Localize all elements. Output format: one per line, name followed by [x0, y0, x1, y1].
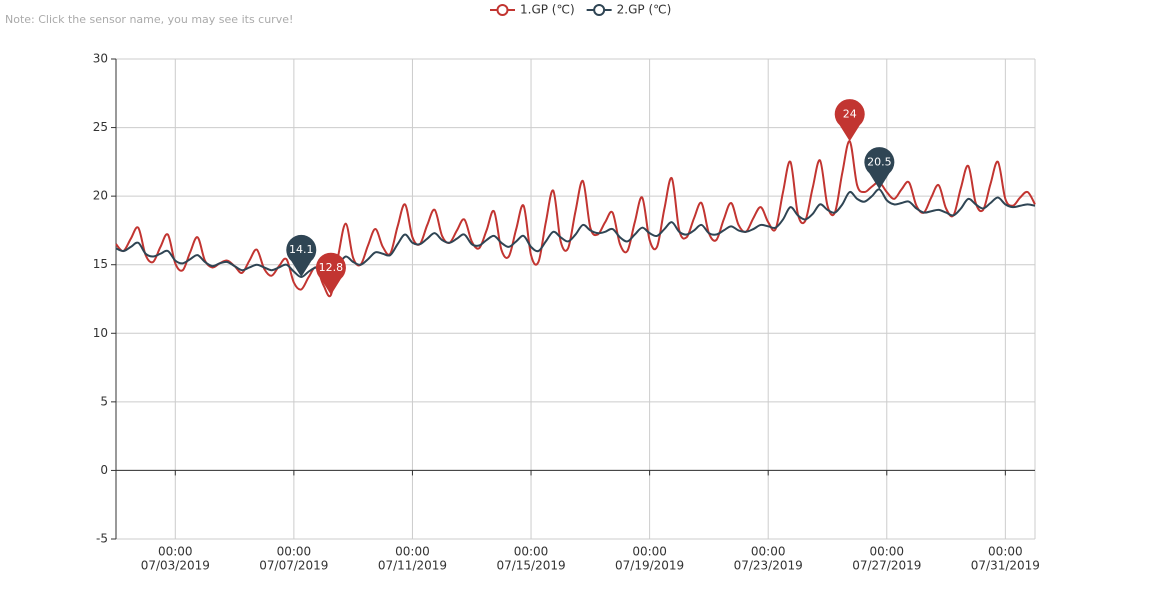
mark-label: 24: [843, 107, 857, 120]
mark-label: 14.1: [289, 243, 314, 256]
x-tick-label: 00:00: [751, 545, 786, 559]
x-tick-label: 07/19/2019: [615, 559, 684, 573]
legend-marker: [593, 4, 606, 16]
x-tick-label: 00:00: [988, 545, 1023, 559]
series-line: [115, 140, 1036, 298]
mark-point: 14.1: [286, 234, 317, 278]
x-tick-label: 07/15/2019: [496, 559, 565, 573]
y-tick-label: 25: [93, 120, 108, 134]
series-line: [115, 188, 1036, 279]
x-tick-label: 00:00: [395, 545, 430, 559]
mark-label: 20.5: [867, 155, 892, 168]
y-tick-label: 30: [93, 52, 108, 66]
mark-pin: [315, 252, 346, 295]
x-tick-label: 00:00: [158, 545, 193, 559]
mark-point: 24: [834, 99, 865, 142]
y-tick-label: 5: [100, 394, 108, 408]
y-tick-label: -5: [96, 532, 108, 546]
mark-label: 12.8: [319, 261, 344, 274]
mark-pin: [864, 147, 895, 190]
legend-marker: [496, 4, 509, 16]
x-tick-label: 07/23/2019: [734, 559, 803, 573]
x-tick-label: 00:00: [277, 545, 312, 559]
x-tick-label: 07/31/2019: [971, 559, 1040, 573]
legend-item[interactable]: 2.GP (℃): [586, 3, 672, 17]
mark-pin: [286, 234, 317, 278]
legend-label[interactable]: 1.GP (℃): [520, 3, 575, 17]
x-tick-label: 07/07/2019: [259, 559, 328, 573]
mark-point: 20.5: [864, 147, 895, 190]
y-tick-label: 20: [93, 189, 108, 203]
legend-item[interactable]: 1.GP (℃): [490, 3, 575, 17]
mark-point: 12.8: [315, 252, 346, 295]
x-tick-label: 00:00: [869, 545, 904, 559]
x-tick-label: 00:00: [632, 545, 667, 559]
legend-label[interactable]: 2.GP (℃): [617, 3, 672, 17]
y-tick-label: 10: [93, 326, 108, 340]
note: Note: Click the sensor name, you may see…: [5, 13, 293, 26]
x-tick-label: 00:00: [514, 545, 549, 559]
x-tick-label: 07/11/2019: [378, 559, 447, 573]
y-tick-label: 15: [93, 257, 108, 271]
legend: 1.GP (℃) 2.GP (℃): [490, 3, 671, 17]
y-tick-label: 0: [100, 463, 108, 477]
x-tick-label: 07/27/2019: [852, 559, 921, 573]
mark-pin: [834, 99, 865, 142]
x-tick-label: 07/03/2019: [141, 559, 210, 573]
